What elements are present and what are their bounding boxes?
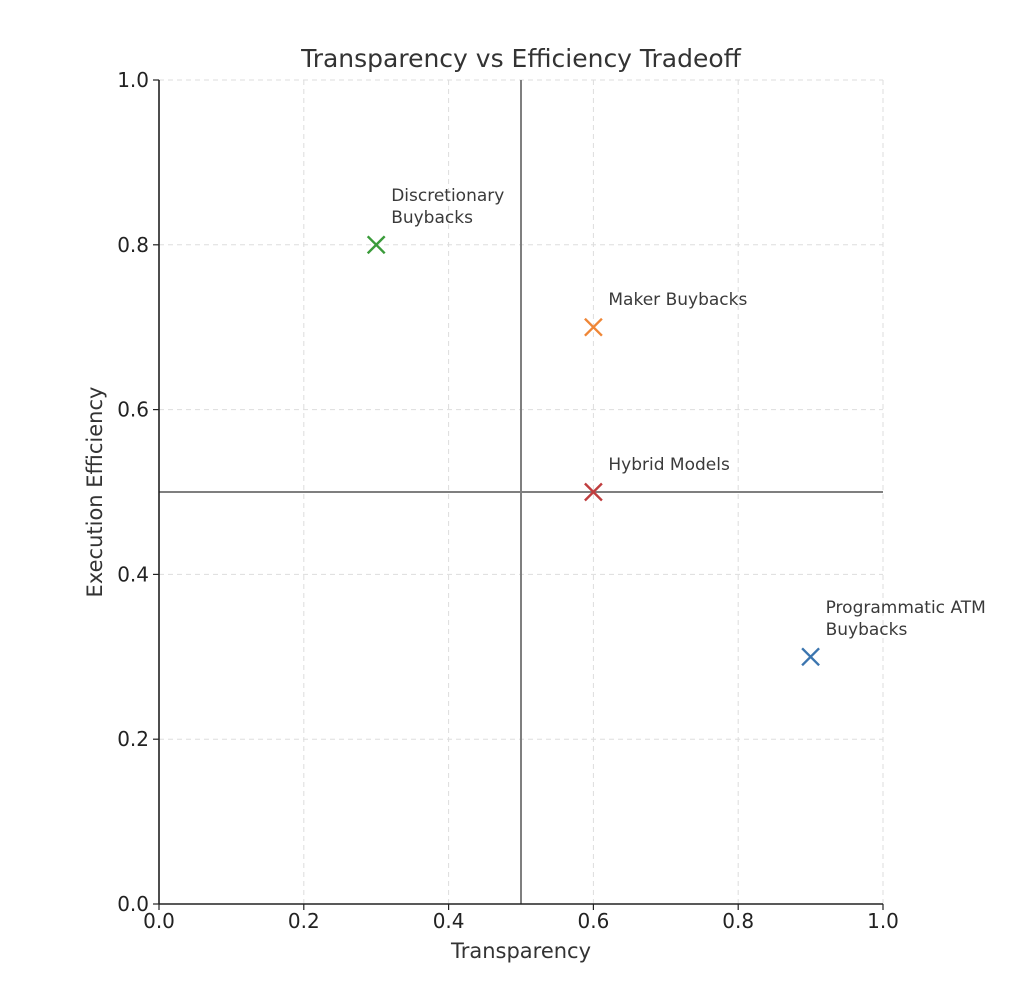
x-tick-label: 0.4 (433, 909, 465, 933)
point-label: Discretionary (391, 186, 504, 206)
point-marker-stroke (584, 317, 603, 337)
y-tick-label: 1.0 (117, 68, 149, 92)
y-tick-label: 0.6 (117, 398, 149, 422)
point-marker-stroke (801, 647, 820, 667)
point-label: Hybrid Models (608, 455, 730, 475)
point-label: Buybacks (826, 620, 908, 640)
x-tick-label: 1.0 (867, 909, 899, 933)
point-marker-stroke (366, 235, 386, 255)
reference-lines (159, 80, 883, 904)
data-point: Maker Buybacks (584, 290, 747, 337)
x-tick-label: 0.2 (288, 909, 320, 933)
y-tick-label: 0.0 (117, 892, 149, 916)
point-label: Maker Buybacks (608, 290, 747, 310)
data-point: Hybrid Models (584, 455, 730, 502)
y-tick-label: 0.8 (117, 233, 149, 257)
axes (158, 80, 883, 905)
ticks: 0.0 0.2 0.4 0.6 0.8 1.0 0.0 0.2 0.4 0.6 0.8 1.0 (117, 68, 899, 933)
x-tick-label: 0.6 (577, 909, 609, 933)
point-label: Programmatic ATM (826, 598, 986, 618)
y-axis-label: Execution Efficiency (83, 387, 107, 598)
x-tick-label: 0.0 (143, 909, 175, 933)
point-marker-stroke (584, 482, 603, 502)
x-axis-label: Transparency (450, 939, 591, 963)
point-label: Buybacks (391, 208, 473, 228)
chart-title: Transparency vs Efficiency Tradeoff (300, 44, 742, 73)
data-points: Programmatic ATMBuybacksDiscretionaryBuy… (366, 186, 986, 667)
y-tick-label: 0.4 (117, 562, 149, 586)
x-tick-label: 0.8 (722, 909, 754, 933)
y-tick-label: 0.2 (117, 727, 149, 751)
